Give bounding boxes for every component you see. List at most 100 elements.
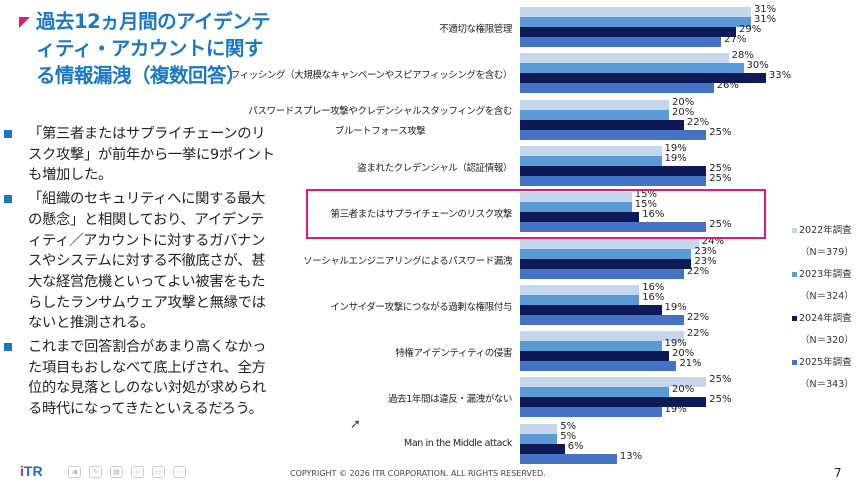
data-label: 19%	[664, 404, 687, 416]
category-label: インサイダー攻撃につながる過剰な権限付与	[330, 301, 512, 313]
data-label: 22%	[686, 265, 710, 277]
data-label: 30%	[746, 60, 769, 72]
data-label: 19%	[664, 142, 687, 154]
data-label: 25%	[709, 374, 732, 386]
itr-logo: iTR	[20, 463, 43, 479]
bar	[520, 268, 684, 279]
bullet-text: これまで回答割合があまり高くなかった項目もおしなべて底上げされ、全方位的な見落と…	[28, 339, 266, 418]
data-label: 20%	[672, 106, 695, 118]
legend-n: （N＝343）	[800, 379, 854, 390]
bar	[520, 109, 669, 120]
data-label: 21%	[679, 358, 702, 370]
more-icon[interactable]: ⋯	[173, 466, 186, 478]
bar	[520, 83, 714, 94]
bullet-square-icon	[4, 195, 12, 204]
chart-legend: 2022年調査 （N＝379） 2023年調査 （N＝324） 2024年調査 （N＝32…	[792, 222, 854, 398]
legend-n: （N＝379）	[800, 247, 854, 258]
legend-label: 2023年調査	[799, 269, 852, 280]
data-label: 25%	[709, 126, 732, 138]
bar	[520, 238, 699, 249]
bar	[520, 433, 558, 444]
bar	[520, 284, 640, 295]
category-label: 第三者またはサプライチェーンのリスク攻撃	[330, 209, 512, 221]
data-label: 22%	[686, 116, 710, 128]
bar	[520, 361, 677, 372]
bar	[520, 331, 684, 342]
bar	[520, 212, 640, 223]
legend-label: 2024年調査	[799, 313, 852, 324]
data-label: 28%	[731, 50, 754, 62]
bar	[520, 294, 640, 305]
copyright: COPYRIGHT © 2026 ITR CORPORATION. ALL RI…	[290, 469, 546, 478]
data-label: 25%	[709, 219, 732, 231]
bar	[520, 407, 662, 418]
category-label: 過去1年間は違反・漏洩がない	[388, 394, 512, 406]
data-label: 19%	[664, 301, 687, 313]
category-label: 特権アイデンティティの侵害	[395, 348, 512, 360]
zoom-icon[interactable]: ⌕	[131, 466, 144, 478]
data-label: 29%	[739, 24, 762, 35]
bar	[520, 258, 692, 269]
data-label: 27%	[724, 34, 747, 45]
bar	[520, 27, 737, 37]
slides-icon[interactable]: ▦	[110, 466, 123, 478]
data-label: 19%	[664, 338, 687, 350]
legend-swatch	[792, 228, 797, 233]
camera-icon[interactable]: ▭	[152, 466, 165, 478]
legend-swatch	[792, 316, 797, 321]
data-label: 13%	[619, 450, 643, 462]
bullet-item: 「第三者またはサプライチェーンのリスク攻撃」が前年から一挙に9ポイントも増加した…	[0, 124, 275, 186]
bullet-square-icon	[4, 130, 12, 138]
bar	[520, 341, 662, 352]
highlight-box	[306, 189, 766, 239]
bullet-text: 「第三者またはサプライチェーンのリスク攻撃」が前年から一挙に9ポイントも増加した…	[28, 126, 275, 184]
bar	[520, 165, 707, 176]
bar	[520, 129, 707, 140]
bar	[520, 443, 565, 454]
data-label: 22%	[686, 311, 710, 323]
bar	[520, 423, 558, 434]
data-label: 6%	[567, 440, 584, 452]
bar	[520, 175, 707, 186]
slide-title: 過去12ヵ月間のアイデンティティ・アカウントに関する情報漏洩（複数回答）	[36, 10, 271, 87]
bar	[520, 73, 766, 84]
bar	[520, 63, 744, 74]
bar	[520, 53, 729, 64]
data-label: 23%	[694, 245, 717, 257]
bar	[520, 99, 669, 110]
category-label: Man in the Middle attack	[404, 437, 512, 449]
data-label: 16%	[642, 281, 665, 293]
data-label: 31%	[753, 4, 777, 15]
data-label: 26%	[716, 80, 739, 92]
legend-n: （N＝320）	[800, 335, 854, 346]
data-label: 15%	[634, 199, 657, 211]
slideshow-toolbar: ◀ ✎ ▦ ⌕ ▭ ⋯	[68, 466, 186, 478]
category-label: パスワードスプレー攻撃やクレデンシャルスタッフィングを含む ブルートフォース攻撃	[248, 105, 512, 137]
bar	[520, 145, 662, 156]
previous-icon[interactable]: ◀	[68, 466, 81, 478]
category-label: ソーシャルエンジニアリングによるパスワード漏洩	[303, 255, 512, 267]
legend-item: 2022年調査 （N＝379）	[792, 222, 854, 266]
data-label: 23%	[694, 255, 717, 267]
data-label: 20%	[672, 96, 695, 108]
data-label: 25%	[709, 172, 732, 184]
legend-item: 2023年調査 （N＝324）	[792, 266, 854, 310]
legend-item: 2025年調査 （N＝343）	[792, 354, 854, 398]
bar	[520, 314, 684, 325]
data-label: 20%	[672, 348, 695, 360]
bar	[520, 119, 684, 130]
bar	[520, 155, 662, 166]
bar	[520, 37, 722, 47]
title-marker-icon	[19, 17, 30, 28]
data-label: 33%	[768, 70, 792, 82]
data-label: 16%	[642, 291, 665, 303]
pen-icon[interactable]: ✎	[89, 466, 102, 478]
data-label: 22%	[686, 328, 710, 340]
bar	[520, 397, 707, 408]
data-label: 16%	[642, 209, 665, 221]
bullet-square-icon	[4, 343, 12, 352]
data-label: 24%	[701, 235, 725, 247]
data-label: 25%	[709, 162, 732, 174]
data-label: 19%	[664, 152, 687, 164]
data-label: 15%	[634, 189, 657, 201]
